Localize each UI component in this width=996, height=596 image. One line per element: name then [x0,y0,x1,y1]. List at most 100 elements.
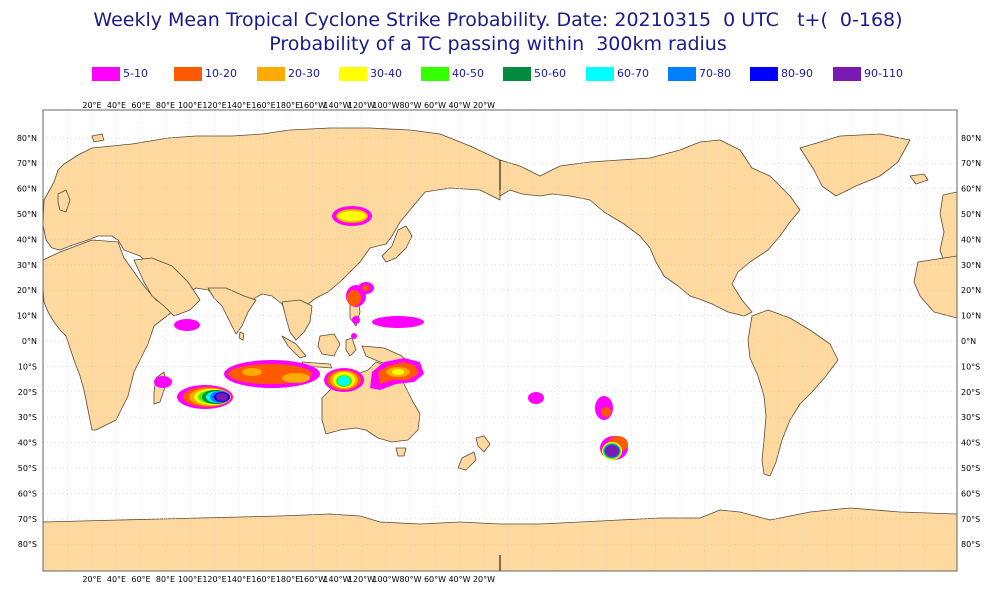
lon-tick-label: 180°E [276,101,300,110]
africa-west-strip [913,255,958,319]
lat-tick-label: 10°S [961,362,980,371]
lon-tick-label: 140°E [227,575,251,584]
prob-patch [242,368,262,376]
prob-patch [372,316,424,328]
sri-lanka-land [238,331,245,341]
lon-tick-label: 120°W [348,575,375,584]
lon-tick-label: 20°W [473,575,495,584]
lon-tick-label: 40°E [107,101,126,110]
svalbard-land [91,133,105,143]
lat-tick-label: 30°S [961,413,980,422]
legend-swatch [668,67,696,81]
legend-label: 50-60 [534,67,566,80]
lat-tick-label: 60°S [961,489,980,498]
legend-label: 90-110 [864,67,903,80]
lat-tick-label: 50°S [18,464,37,473]
lon-tick-label: 120°E [202,101,226,110]
legend-swatch [257,67,285,81]
lon-tick-label: 180°E [276,575,300,584]
prob-patch [392,369,404,375]
lon-tick-label: 40°W [448,575,470,584]
lon-tick-label: 40°E [107,575,126,584]
lat-tick-label: 80°N [961,134,981,143]
lon-axis-bottom: 20°E 40°E 60°E 80°E 100°E 120°E 140°E 160°E 180°… [82,575,495,584]
india-land [207,287,257,335]
prob-patch [216,393,228,401]
lat-tick-label: 50°N [17,210,37,219]
lon-tick-label: 160°E [251,575,275,584]
prob-patch [282,373,310,383]
lon-tick-label: 40°W [448,101,470,110]
legend-label: 40-50 [452,67,484,80]
lat-tick-label: 70°S [18,515,37,524]
uk-land [57,189,71,213]
lat-tick-label: 10°N [17,312,37,321]
lat-tick-label: 0°N [961,337,976,346]
lat-tick-label: 30°N [17,261,37,270]
lon-tick-label: 60°W [424,101,446,110]
prob-patch [362,285,370,291]
prob-patch [601,407,611,417]
legend-swatch [833,67,861,81]
lat-tick-label: 40°N [961,235,981,244]
lat-tick-label: 50°S [961,464,980,473]
chart-subtitle: Probability of a TC passing within 300km… [269,33,727,55]
lat-tick-label: 60°N [961,185,981,194]
legend-label: 70-80 [699,67,731,80]
prob-patch [352,316,360,324]
borneo-land [317,333,341,357]
lat-tick-label: 40°S [961,439,980,448]
lat-tick-label: 80°S [18,540,37,549]
lat-tick-label: 80°S [961,540,980,549]
lat-tick-label: 10°S [18,362,37,371]
south-america-land [747,309,839,477]
map-frame [42,109,958,572]
lon-tick-label: 100°E [178,101,202,110]
tasmania-land [395,447,407,457]
lon-tick-label: 120°W [348,101,375,110]
legend-swatch [92,67,120,81]
lat-tick-label: 70°S [961,515,980,524]
legend-swatch [339,67,367,81]
lon-tick-label: 80°E [156,575,175,584]
sulawesi-land [345,337,357,357]
iceland-land [909,173,929,185]
new-zealand-land [457,435,491,471]
legend-label: 10-20 [205,67,237,80]
lat-axis-left: 80°N 70°N 60°N 50°N 40°N 30°N 20°N 10°N 0°N 10°S 2… [17,134,37,549]
lon-tick-label: 160°W [299,101,326,110]
lon-tick-label: 160°W [299,575,326,584]
lat-tick-label: 40°S [18,439,37,448]
graticule [43,110,957,571]
lon-tick-label: 140°E [227,101,251,110]
lon-axis-top: 20°E 40°E 60°E 80°E 100°E 120°E 140°E 160°E 180°… [82,101,495,110]
lat-tick-label: 0°N [22,337,37,346]
lon-tick-label: 80°W [399,575,421,584]
chart-title: Weekly Mean Tropical Cyclone Strike Prob… [93,9,903,31]
landmasses [42,127,958,572]
legend-label: 60-70 [617,67,649,80]
lat-tick-label: 40°N [17,235,37,244]
probability-patches [154,206,628,460]
lat-tick-label: 20°S [18,388,37,397]
lon-tick-label: 100°W [372,101,399,110]
legend-swatch [750,67,778,81]
lon-tick-label: 60°W [424,575,446,584]
prob-patch [528,392,544,404]
lon-tick-label: 80°E [156,101,175,110]
legend-label: 30-40 [370,67,402,80]
prob-patch [154,376,172,388]
lat-tick-label: 80°N [17,134,37,143]
lon-tick-label: 20°W [473,101,495,110]
north-america-land [499,139,801,317]
lon-tick-label: 60°E [131,575,150,584]
lon-tick-label: 120°E [202,575,226,584]
lon-tick-label: 20°E [82,575,101,584]
legend-label: 80-90 [781,67,813,80]
legend-swatch [421,67,449,81]
legend-swatch [586,67,614,81]
indochina-land [281,299,313,341]
lat-tick-label: 20°S [961,388,980,397]
lat-tick-label: 20°N [17,286,37,295]
